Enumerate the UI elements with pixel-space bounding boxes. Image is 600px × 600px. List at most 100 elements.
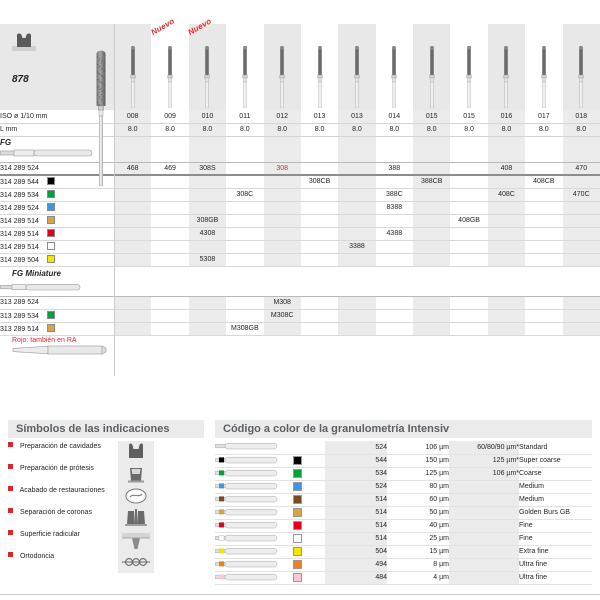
nuevo-badge: Nuevo [149,16,176,37]
order-number-cell [151,214,189,228]
golden-swatch [46,324,55,332]
order-number-cell [487,214,526,228]
granulometry-swatch-cell [293,441,325,455]
footnote-spacer [413,335,450,359]
profile-spacer [151,280,189,297]
bur-shape-header-row: 878 Nuevo [0,16,600,187]
granulometry-bur-cell [215,467,293,481]
order-number-cell: 308 [263,162,301,176]
fg-shank-label-cell: FG [0,136,115,163]
order-number-cell [263,201,301,215]
granulometry-bur-cell [215,571,293,585]
white-swatch [293,533,302,543]
profile-spacer [487,280,526,297]
tooth-crown-icon [12,33,36,51]
crown-separation-icon [118,507,154,529]
order-code: 313 289 524 [0,299,39,306]
spec-cell: 8.0 [413,123,451,137]
spec-cell: 015 [413,110,451,124]
granulometry-code: 524 [325,480,387,494]
bur-column-5 [263,24,301,110]
order-number-cell [375,175,414,189]
granulometry-bur-icon [215,560,278,567]
symbol-label: Ortodoncia [19,553,55,560]
order-number-cell [562,201,600,215]
order-number-cell [338,322,376,336]
order-number-cell: 408C [487,188,526,202]
footnote-row: Rojo: también en RA [0,335,600,359]
spec-cell: 8.0 [338,123,376,137]
order-number-cell [114,214,152,228]
order-number-cell [114,253,152,267]
spec-cell: 017 [525,110,563,124]
section-spacer [413,266,450,280]
root-surface-icon [118,529,154,551]
granulometry-code: 524 [325,441,387,455]
order-code-cell: 314 289 534 [0,188,115,202]
fg-shank-row: FG [0,136,600,163]
symbols-panel: Símbolos de las indicaciones Preparación… [8,420,204,574]
bur-illustration [466,46,472,108]
order-number-cell [338,214,376,228]
order-number-cell [226,162,264,176]
order-number-cell [263,240,301,254]
granulometry-grain: 106 µm [387,441,449,455]
granulometry-swatch-cell [293,558,325,572]
bullet-icon [8,486,13,491]
order-number-cell: 388CB [413,175,451,189]
fg-shank-spacer [450,136,488,163]
footnote-spacer [338,335,375,359]
bur-icon [462,46,476,108]
order-number-cell: 4388 [375,227,414,241]
bur-illustration [167,46,173,108]
granulometry-alt-grain [449,545,519,559]
order-code-cell: 314 289 514 [0,227,115,241]
spec-cell: 013 [338,110,376,124]
footnote-spacer [525,335,562,359]
granulometry-alt-grain [449,480,519,494]
granulometry-bur-cell [215,441,293,455]
bur-column-7 [338,24,376,110]
order-number-cell [300,253,339,267]
order-number-cell [525,309,563,323]
order-number-cell [375,253,414,267]
bur-illustration [578,46,584,108]
granulometry-table: 524 106 µm 60/80/90 µm* Standard 544 150… [215,441,592,585]
bur-illustration [541,46,547,108]
order-code: 313 289 514 [0,326,39,333]
granulometry-bur-cell [215,506,293,520]
section-spacer [151,266,188,280]
order-number-cell [114,201,152,215]
order-number-cell [114,309,152,323]
bur-column-9 [413,24,451,110]
orthodontics-icon [118,551,154,573]
order-number-cell [188,175,227,189]
product-table: 878 Nuevo [0,16,600,376]
footnote-spacer [563,335,600,359]
footnote-spacer [450,335,487,359]
granulometry-grain: 150 µm [387,454,449,468]
bur-icon [574,46,588,108]
bullet-icon [8,442,13,447]
spec-cell: 010 [188,110,227,124]
blue-swatch [46,203,55,211]
spec-row-1: L mm 8.0 8.0 8.0 8.0 8.0 8.0 8.0 8.0 8.0 8.0 8.0 8.0… [0,123,600,137]
pink-swatch [293,572,302,582]
fg-miniature-profile-row [0,280,600,297]
symbol-row: Separación de coronas [8,507,204,530]
order-number-cell [114,240,152,254]
bur-illustration [354,46,360,108]
bur-icon [499,46,513,108]
granulometry-bur-icon [215,482,278,489]
fg-order-row: 314 289 544 308CB 388CB 408CB [0,175,600,189]
order-number-cell [114,227,152,241]
bur-column-10 [450,24,488,110]
section-spacer [114,266,151,280]
spec-cell: 8.0 [525,123,563,137]
bur-icon [425,46,439,108]
order-code: 314 289 534 [0,192,39,199]
spec-cell: 009 [151,110,189,124]
order-number-cell: 308CB [300,175,339,189]
order-number-cell [114,296,152,310]
order-number-cell [450,188,488,202]
